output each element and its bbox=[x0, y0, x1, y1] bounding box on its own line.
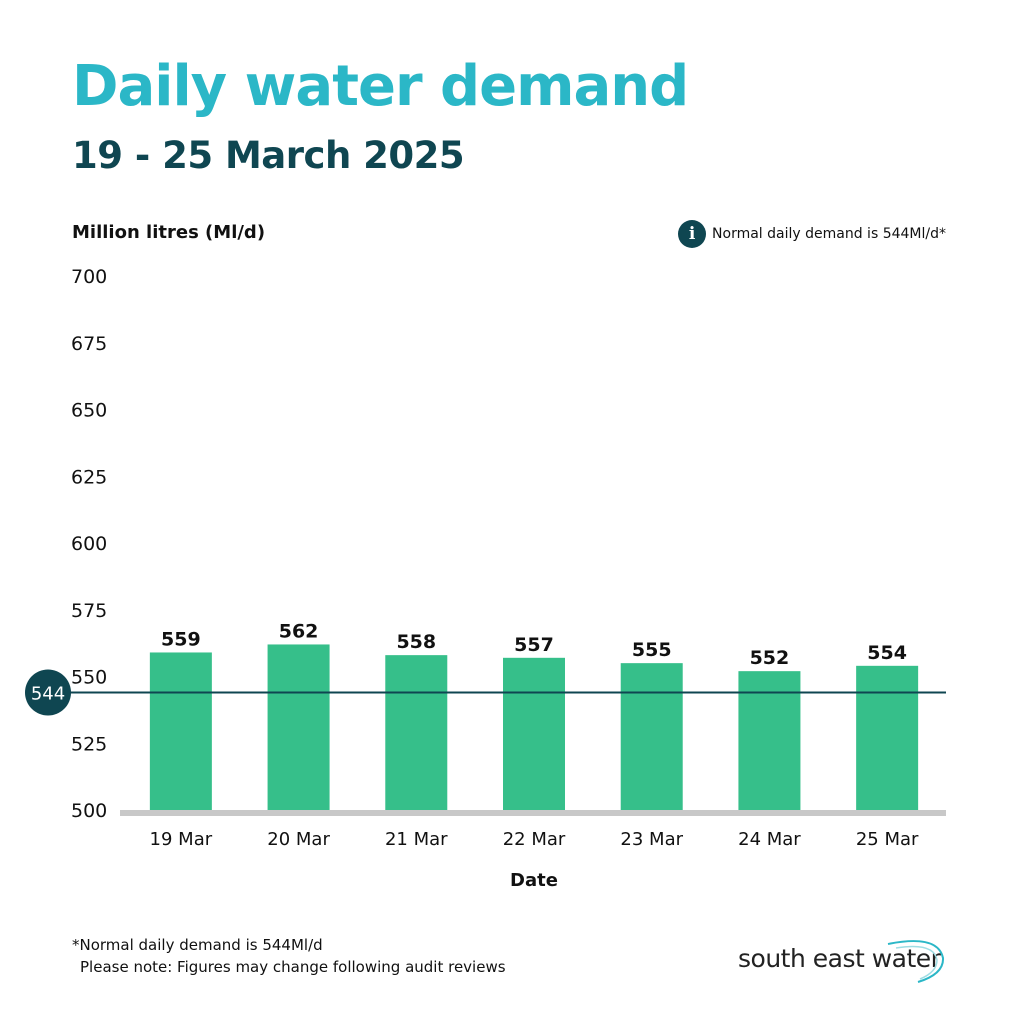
brand-text: south east water bbox=[738, 944, 941, 973]
chart-subtitle: 19 - 25 March 2025 bbox=[72, 134, 465, 177]
bar bbox=[738, 671, 801, 810]
data-label: 562 bbox=[279, 620, 319, 642]
bar bbox=[267, 644, 330, 810]
legend-text: Normal daily demand is 544Ml/d* bbox=[712, 226, 946, 242]
footnote-text: *Normal daily demand is 544Ml/d bbox=[72, 936, 323, 954]
reference-label: 544 bbox=[31, 684, 65, 705]
data-label: 552 bbox=[750, 647, 790, 669]
x-tick-label: 24 Mar bbox=[738, 829, 801, 850]
bar bbox=[149, 652, 212, 810]
x-tick-label: 23 Mar bbox=[620, 829, 683, 850]
bar bbox=[385, 655, 448, 810]
y-axis-label: Million litres (Ml/d) bbox=[72, 222, 266, 243]
data-label: 557 bbox=[514, 634, 554, 656]
y-tick-label: 625 bbox=[71, 466, 107, 488]
x-axis-label: Date bbox=[510, 870, 558, 891]
bar bbox=[856, 665, 919, 810]
audit-note: Please note: Figures may change followin… bbox=[80, 958, 506, 976]
y-tick-label: 525 bbox=[71, 733, 107, 755]
y-tick-label: 550 bbox=[71, 667, 107, 689]
footnote: *Normal daily demand is 544Ml/d Please n… bbox=[72, 934, 506, 978]
data-label: 558 bbox=[396, 631, 436, 653]
wave-icon bbox=[887, 940, 945, 983]
bar bbox=[503, 657, 565, 810]
y-tick-label: 500 bbox=[71, 800, 107, 822]
reference-marker bbox=[25, 669, 71, 716]
info-icon: i bbox=[678, 220, 707, 248]
data-label: 555 bbox=[632, 639, 672, 661]
x-tick-label: 20 Mar bbox=[267, 829, 330, 850]
brand-logo: south east water bbox=[738, 936, 953, 986]
data-label: 559 bbox=[161, 628, 201, 650]
y-tick-label: 675 bbox=[71, 333, 107, 355]
y-tick-label: 575 bbox=[71, 600, 107, 622]
data-label: 554 bbox=[867, 642, 907, 664]
y-tick-label: 650 bbox=[71, 400, 107, 422]
x-tick-label: 21 Mar bbox=[385, 829, 448, 850]
y-tick-label: 700 bbox=[71, 266, 107, 288]
x-tick-label: 25 Mar bbox=[856, 829, 919, 850]
chart-title: Daily water demand bbox=[72, 54, 689, 119]
x-tick-label: 22 Mar bbox=[503, 829, 566, 850]
bar bbox=[620, 663, 683, 810]
x-tick-label: 19 Mar bbox=[150, 829, 213, 850]
y-tick-label: 600 bbox=[71, 533, 107, 555]
x-axis-baseline bbox=[120, 810, 946, 816]
legend: i Normal daily demand is 544Ml/d* bbox=[678, 220, 946, 248]
